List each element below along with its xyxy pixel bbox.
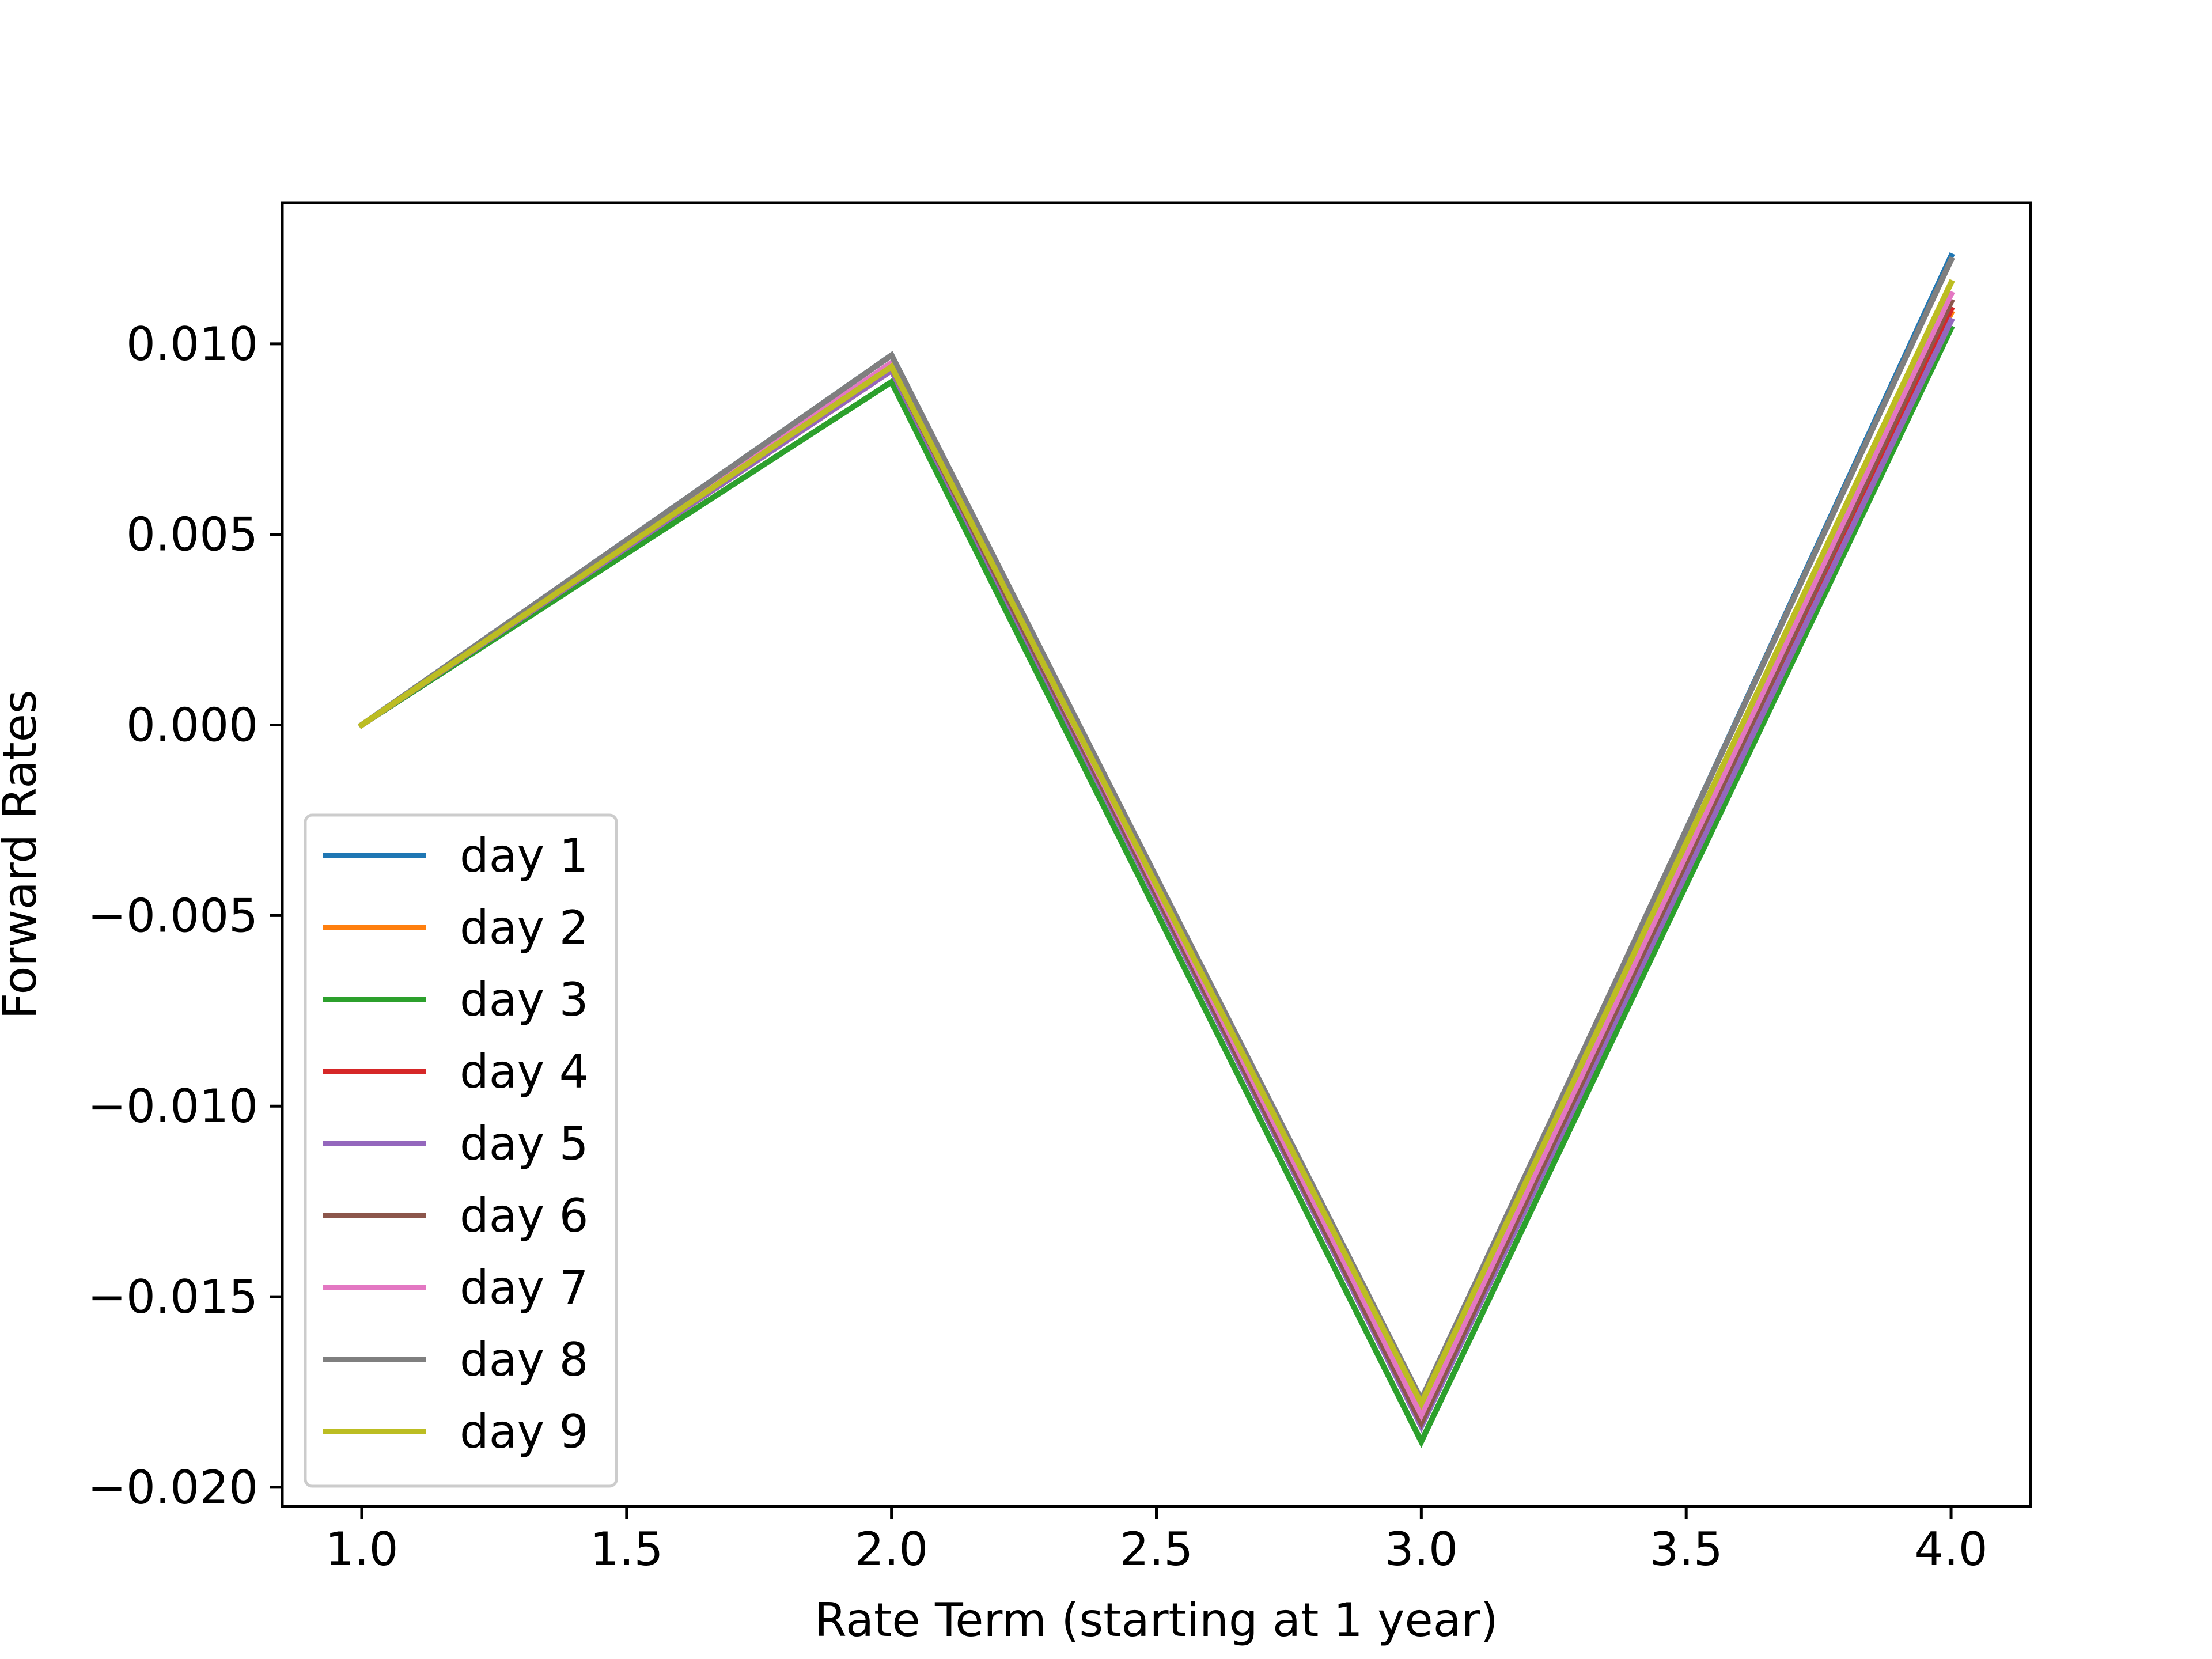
- y-tick-label: −0.005: [88, 889, 258, 942]
- x-tick-label: 4.0: [1914, 1522, 1987, 1576]
- series-line-day-3: [358, 324, 1955, 1448]
- x-tick-label: 1.5: [590, 1522, 663, 1576]
- legend-label: day 6: [460, 1189, 588, 1243]
- legend-box: [304, 813, 618, 1488]
- x-axis: 1.0 1.5 2.0 2.5 3.0 3.5 4.0: [325, 1506, 1988, 1576]
- x-axis-label: Rate Term (starting at 1 year): [815, 1593, 1498, 1647]
- y-tick-label: 0.000: [126, 699, 258, 752]
- legend: day 1 day 2 day 3 day 4 day 5 day 6 day 7 day 8…: [304, 813, 618, 1488]
- y-tick-label: −0.020: [88, 1461, 258, 1514]
- x-tick-label: 2.5: [1120, 1522, 1193, 1576]
- y-axis-label: Forward Rates: [0, 690, 47, 1019]
- legend-label: day 9: [460, 1405, 588, 1459]
- legend-label: day 7: [460, 1261, 588, 1315]
- legend-label: day 3: [460, 973, 588, 1027]
- y-tick-label: 0.005: [126, 508, 258, 562]
- legend-label: day 5: [460, 1117, 588, 1171]
- y-tick-label: 0.010: [126, 317, 258, 371]
- series-line-day-9: [358, 279, 1955, 1410]
- x-tick-label: 1.0: [325, 1522, 398, 1576]
- y-axis: −0.020 −0.015 −0.010 −0.005 0.000 0.005 0.010: [88, 317, 282, 1514]
- legend-label: day 1: [460, 829, 588, 882]
- legend-label: day 8: [460, 1333, 588, 1387]
- x-tick-label: 2.0: [855, 1522, 928, 1576]
- x-tick-label: 3.5: [1650, 1522, 1723, 1576]
- series-line-day-8: [358, 256, 1955, 1407]
- y-tick-label: −0.015: [88, 1270, 258, 1324]
- legend-label: day 2: [460, 901, 588, 955]
- series-layer: [358, 252, 1955, 1448]
- legend-label: day 4: [460, 1045, 588, 1099]
- x-tick-label: 3.0: [1385, 1522, 1458, 1576]
- y-tick-label: −0.010: [88, 1080, 258, 1133]
